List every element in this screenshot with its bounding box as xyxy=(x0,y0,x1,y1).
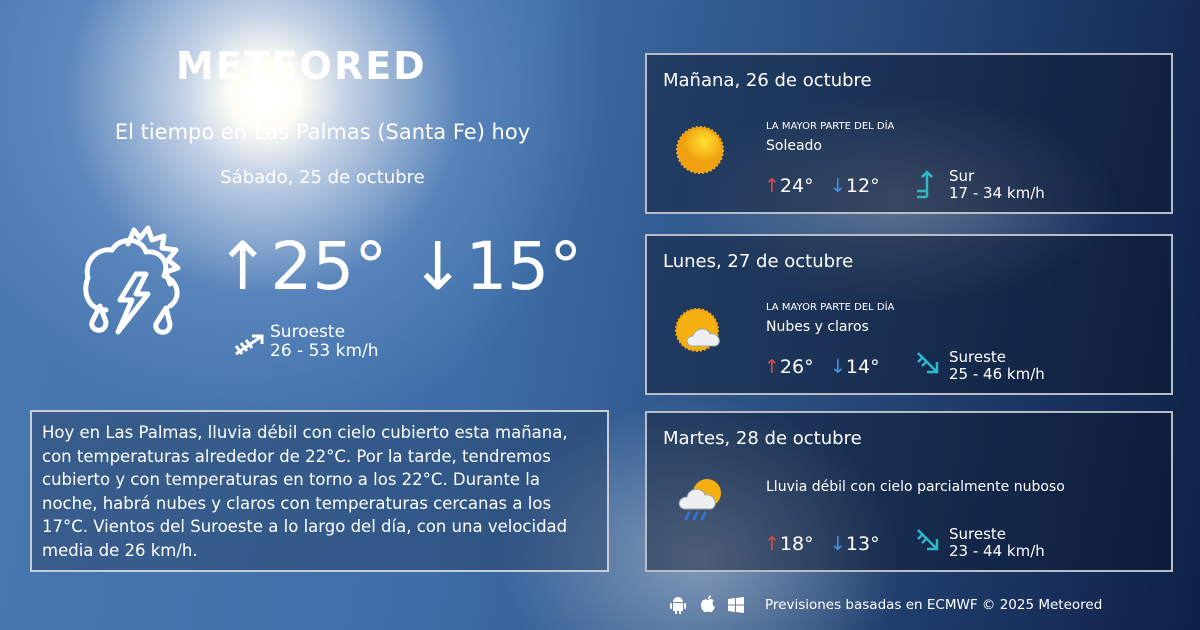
wind-south-icon xyxy=(917,170,933,199)
wind-speed: 26 - 53 km/h xyxy=(270,341,379,361)
wind-southeast-icon xyxy=(917,352,939,374)
forecast-min: ↓12° xyxy=(830,175,880,197)
wind-direction: Suroeste xyxy=(270,322,346,342)
forecast-max: ↑26° xyxy=(764,356,814,378)
today-max-temp: ↑25° xyxy=(215,228,388,305)
forecast-card[interactable]: Martes, 28 de octubre Lluvia débil con c… xyxy=(645,411,1173,572)
sun-icon xyxy=(676,126,724,174)
forecast-wind: Sureste 23 - 44 km/h xyxy=(949,525,1045,560)
wind-southeast-icon xyxy=(917,529,939,551)
forecast-day: Lunes, 27 de octubre xyxy=(663,251,854,272)
forecast-summary: Soleado xyxy=(766,138,822,154)
forecast-wind: Sur 17 - 34 km/h xyxy=(949,167,1045,202)
forecast-label: LA MAYOR PARTE DEL DÍA xyxy=(766,121,895,132)
forecast-card[interactable]: Lunes, 27 de octubre LA MAYOR PARTE DEL … xyxy=(645,234,1173,395)
arrow-up-icon: ↑ xyxy=(764,175,780,197)
rain-sun-cloud-icon xyxy=(678,479,721,521)
arrow-down-icon: ↓ xyxy=(830,356,846,378)
today-date: Sábado, 25 de octubre xyxy=(220,167,425,188)
page-title: El tiempo en Las Palmas (Santa Fe) hoy xyxy=(114,120,531,144)
footer-credits: Previsiones basadas en ECMWF © 2025 Mete… xyxy=(765,597,1103,613)
forecast-label: LA MAYOR PARTE DEL DÍA xyxy=(766,302,895,313)
apple-icon[interactable] xyxy=(700,595,716,613)
weather-description: Hoy en Las Palmas, lluvia débil con ciel… xyxy=(30,410,609,572)
arrow-up-icon: ↑ xyxy=(764,533,780,555)
windows-icon[interactable] xyxy=(728,597,744,613)
thunderstorm-rain-sun-icon xyxy=(83,225,181,335)
forecast-min: ↓14° xyxy=(830,356,880,378)
wind-direction-icon xyxy=(234,334,264,356)
forecast-day: Mañana, 26 de octubre xyxy=(663,70,872,91)
arrow-down-icon: ↓ xyxy=(830,533,846,555)
forecast-wind: Sureste 25 - 46 km/h xyxy=(949,348,1045,383)
today-min-temp: ↓15° xyxy=(410,228,583,305)
arrow-down-icon: ↓ xyxy=(830,175,846,197)
sun-cloud-icon xyxy=(675,308,720,352)
forecast-max: ↑24° xyxy=(764,175,814,197)
forecast-min: ↓13° xyxy=(830,533,880,555)
arrow-up-icon: ↑ xyxy=(764,356,780,378)
arrow-up-icon: ↑ xyxy=(215,228,271,305)
arrow-down-icon: ↓ xyxy=(410,228,466,305)
android-icon[interactable] xyxy=(670,596,686,614)
forecast-day: Martes, 28 de octubre xyxy=(663,428,862,449)
forecast-card[interactable]: Mañana, 26 de octubre LA MAYOR PARTE DEL… xyxy=(645,53,1173,214)
forecast-summary: Nubes y claros xyxy=(766,319,869,335)
meteored-logo[interactable]: METEORED xyxy=(176,44,427,88)
today-wind: Suroeste 26 - 53 km/h xyxy=(270,323,379,361)
forecast-summary: Lluvia débil con cielo parcialmente nubo… xyxy=(766,479,1065,495)
forecast-max: ↑18° xyxy=(764,533,814,555)
